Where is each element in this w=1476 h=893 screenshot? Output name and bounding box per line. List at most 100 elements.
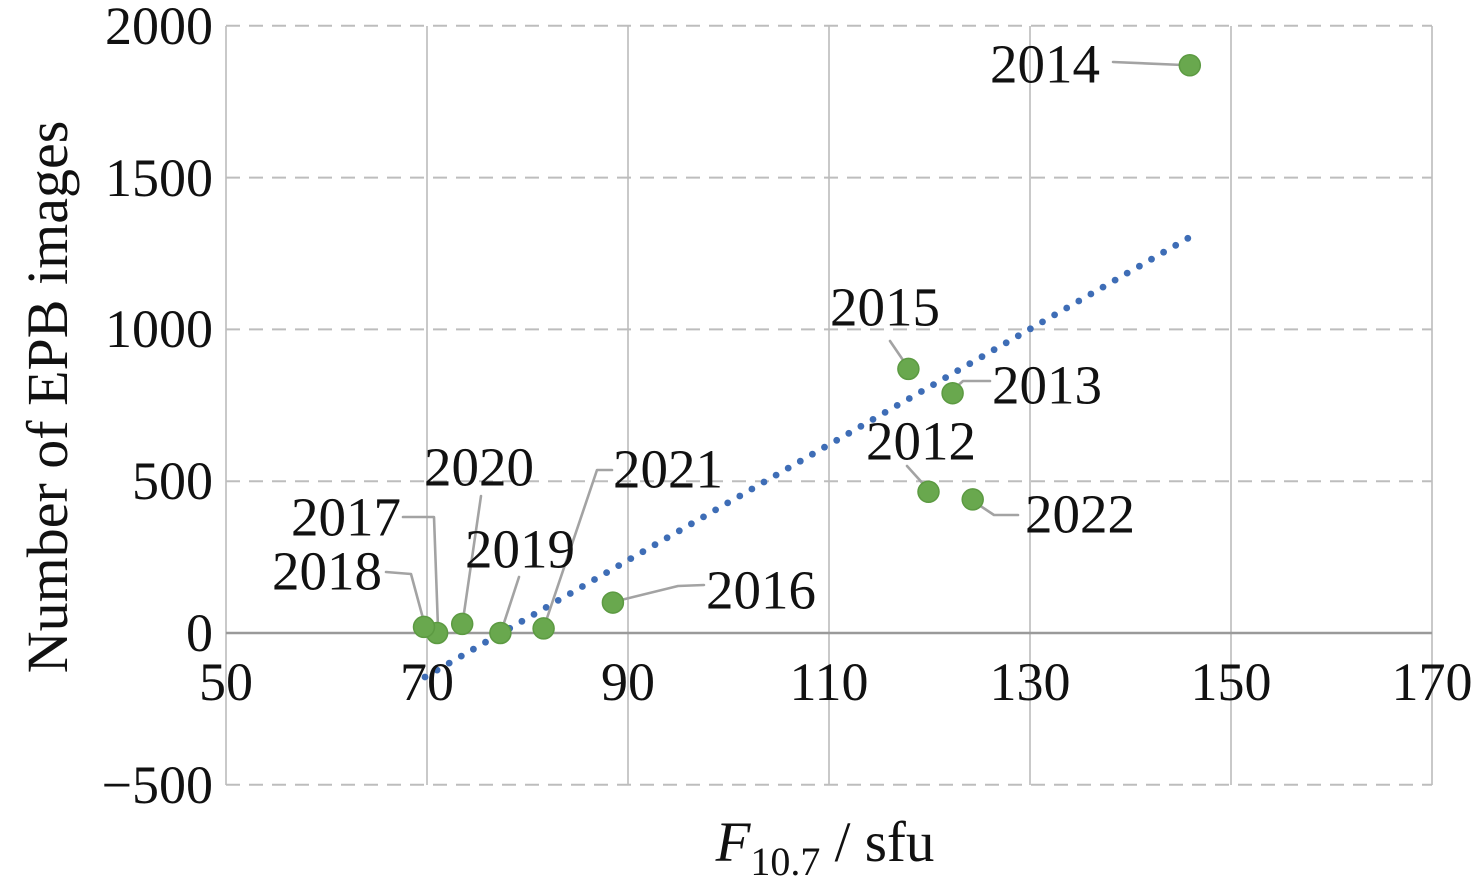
trend-dot — [918, 388, 925, 395]
trend-dot — [1148, 255, 1155, 263]
x-tick-label-50: 50 — [199, 652, 253, 712]
y-tick-label-500: 500 — [132, 451, 213, 512]
trend-dot — [784, 464, 792, 472]
trend-dot — [1039, 318, 1046, 326]
trend-dot — [930, 381, 937, 388]
trend-dot — [1123, 269, 1131, 277]
trend-dot — [542, 604, 550, 611]
trend-line — [421, 234, 1192, 681]
year-label-2019: 2019 — [465, 518, 575, 580]
data-point-2013 — [941, 381, 964, 405]
year-label-2014: 2014 — [990, 33, 1100, 95]
trend-dot — [881, 409, 889, 416]
x-tick-label-90: 90 — [601, 652, 655, 712]
trend-dot — [482, 638, 489, 646]
trend-dot — [809, 450, 816, 458]
x-tick-label-170: 170 — [1391, 652, 1473, 712]
trend-dot — [736, 492, 744, 500]
data-point-2014 — [1178, 54, 1202, 77]
trend-dot — [857, 422, 865, 430]
trend-dot — [1075, 297, 1083, 305]
trend-dot — [518, 617, 526, 625]
y-tick-label-2000: 2000 — [105, 0, 213, 56]
trend-dot — [1063, 304, 1071, 312]
data-point-2012 — [917, 480, 940, 504]
trend-dot — [627, 555, 635, 562]
trend-dot — [1087, 290, 1095, 298]
leader-line-2020 — [461, 494, 483, 622]
data-point-2016 — [601, 591, 625, 614]
trend-dot — [445, 659, 453, 667]
trend-dot — [639, 548, 647, 556]
trend-dot — [1136, 262, 1143, 270]
data-point-2021 — [532, 617, 555, 640]
leader-line-2018 — [384, 570, 426, 624]
y-tick-label-1500: 1500 — [105, 147, 213, 208]
x-axis-title: F10.7 / sfu — [495, 811, 1155, 884]
trend-dot — [966, 360, 974, 368]
year-label-2020: 2020 — [424, 436, 534, 498]
trend-dot — [1111, 276, 1119, 284]
trend-dot — [796, 457, 804, 465]
x-axis-unit: / sfu — [820, 811, 935, 874]
trend-dot — [1027, 325, 1034, 333]
trend-dot — [833, 436, 841, 444]
trend-dot — [615, 562, 623, 569]
trend-dot — [1014, 332, 1022, 340]
year-label-2012: 2012 — [866, 410, 976, 472]
trend-dot — [1051, 311, 1058, 319]
year-label-2018: 2018 — [272, 540, 382, 602]
trend-dot — [675, 527, 683, 535]
trend-dot — [579, 583, 586, 590]
trend-dot — [530, 611, 538, 618]
y-tick-label--500: −500 — [101, 754, 213, 815]
leader-line-2017 — [401, 515, 440, 630]
trend-dot — [651, 541, 659, 549]
trend-dot — [470, 645, 477, 653]
trend-dot — [821, 443, 828, 451]
data-point-2019 — [489, 621, 512, 645]
x-tick-label-150: 150 — [1190, 652, 1272, 712]
trend-dot — [1002, 339, 1010, 347]
x-axis-variable: F — [715, 811, 751, 874]
trend-dot — [893, 402, 901, 409]
trend-dot — [1184, 234, 1192, 242]
data-point-2020 — [450, 612, 474, 636]
trend-dot — [566, 590, 574, 597]
year-label-2022: 2022 — [1025, 483, 1135, 545]
trend-dot — [942, 374, 949, 381]
trend-dot — [869, 416, 877, 423]
trend-dot — [905, 395, 913, 402]
leader-line-2014 — [1111, 60, 1185, 67]
year-label-2016: 2016 — [706, 559, 816, 621]
trend-dot — [760, 478, 768, 486]
trend-dot — [663, 534, 671, 542]
trend-dot — [1172, 241, 1180, 249]
trend-dot — [433, 666, 441, 674]
data-point-2015 — [897, 357, 920, 381]
trend-dot — [772, 471, 780, 479]
trend-dot — [457, 652, 465, 660]
year-label-2015: 2015 — [830, 276, 940, 338]
trend-dot — [978, 353, 986, 361]
trend-dot — [591, 576, 598, 583]
data-point-2018 — [412, 615, 436, 639]
year-label-2017: 2017 — [291, 486, 401, 548]
trend-dot — [724, 499, 732, 507]
trend-dot — [688, 520, 695, 528]
year-label-2021: 2021 — [613, 438, 723, 500]
trend-dot — [748, 485, 756, 493]
trend-dot — [603, 569, 610, 576]
x-tick-label-70: 70 — [400, 652, 454, 712]
data-point-2022 — [961, 488, 984, 511]
trend-dot — [712, 506, 719, 514]
x-tick-label-130: 130 — [989, 652, 1071, 712]
trend-dot — [1160, 248, 1167, 256]
trend-dot — [990, 346, 998, 354]
leader-line-2019 — [500, 575, 521, 631]
trend-dot — [421, 673, 429, 681]
year-label-2013: 2013 — [992, 354, 1102, 416]
leader-line-2022 — [974, 501, 1020, 517]
